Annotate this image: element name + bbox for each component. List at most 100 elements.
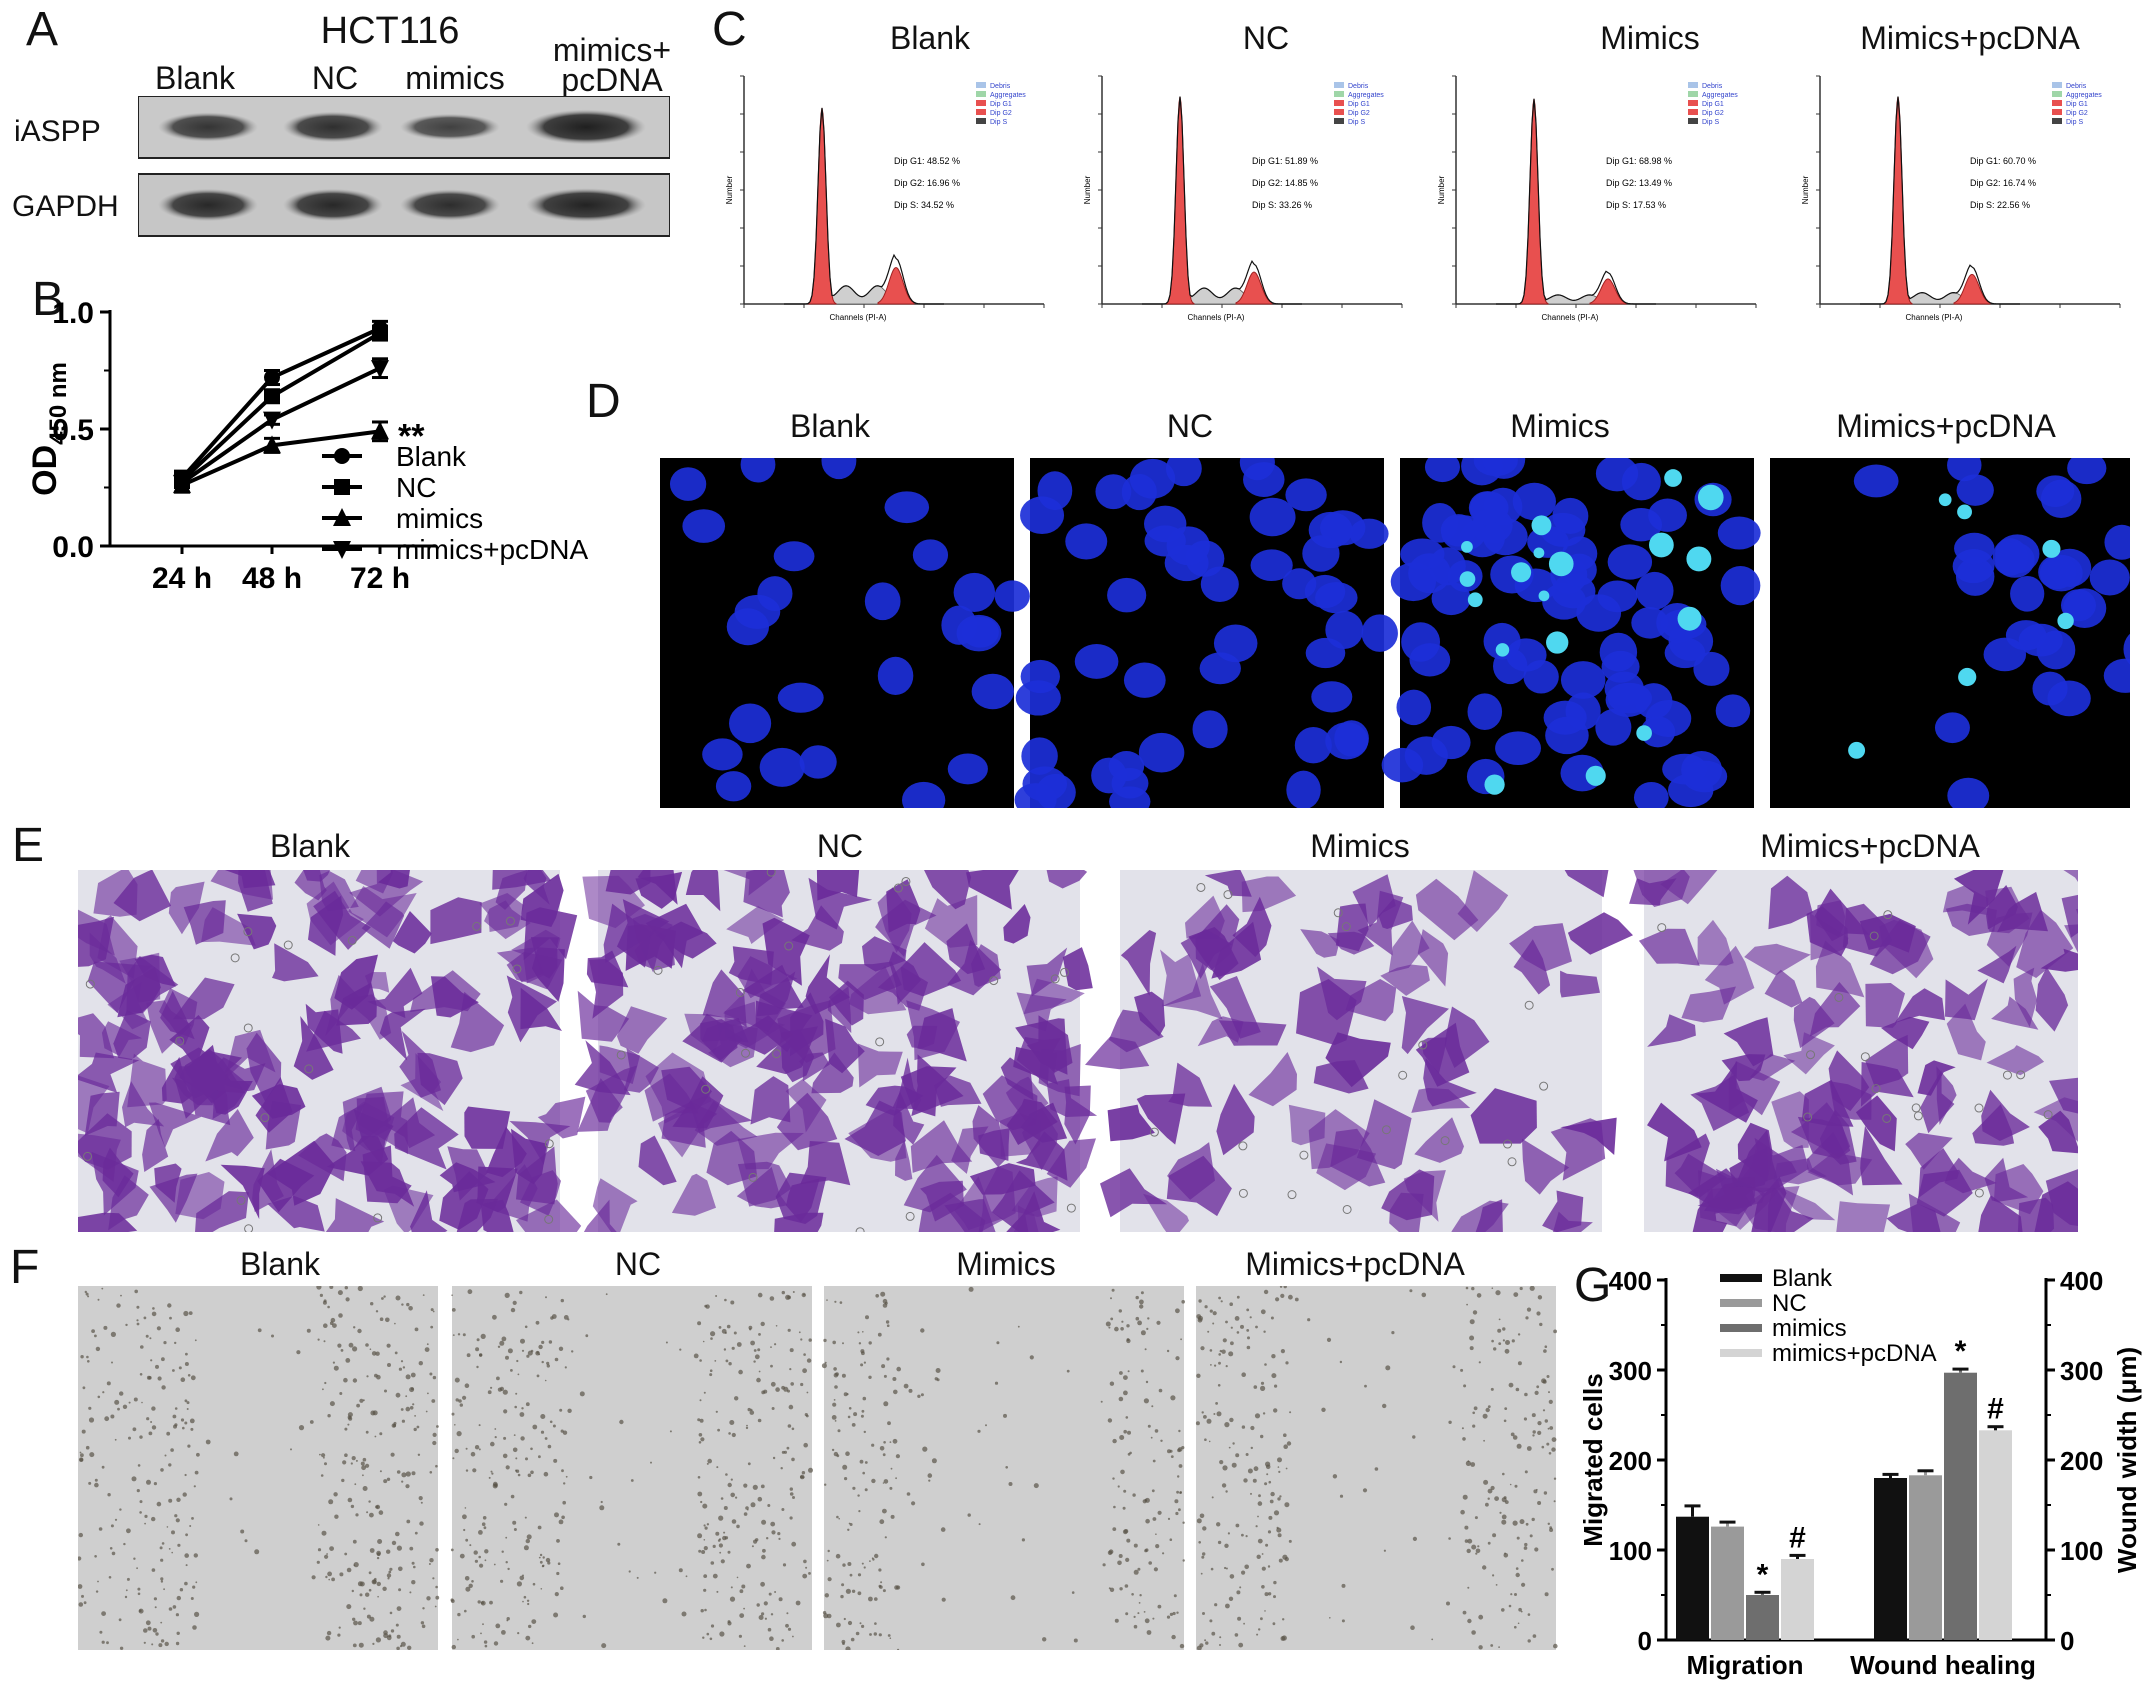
flow-y-label: Number	[1437, 175, 1446, 204]
apoptotic-nucleus	[2042, 539, 2061, 558]
stained-cell	[1908, 1193, 1961, 1232]
cell-dot	[1213, 1413, 1216, 1415]
pore	[512, 964, 522, 974]
cell-dot	[787, 1424, 792, 1428]
flow-legend-label: Aggregates	[1702, 92, 1738, 99]
cell-dot	[1263, 1289, 1269, 1295]
cell-dot	[1278, 1558, 1283, 1563]
cell-dot	[541, 1565, 544, 1568]
transwell-panel-3	[1085, 870, 1633, 1232]
stained-cell	[1006, 1098, 1058, 1145]
cell-dot	[357, 1621, 362, 1626]
cell-dot	[889, 1486, 893, 1490]
cell-dot	[967, 1513, 971, 1517]
cell-dot	[842, 1464, 848, 1470]
flow-legend-label: Debris	[1702, 83, 1723, 90]
cell-dot	[1520, 1610, 1523, 1613]
cell-dot	[770, 1521, 776, 1527]
cell-dot	[472, 1468, 477, 1473]
wound-panel-1	[78, 1286, 440, 1650]
cell-dot	[1118, 1396, 1124, 1402]
cell-dot	[178, 1366, 182, 1370]
stained-cell	[1209, 976, 1261, 1039]
cell-dot	[344, 1427, 348, 1431]
cell-dot	[833, 1367, 837, 1371]
cell-dot	[513, 1434, 516, 1436]
cell-dot	[1339, 1494, 1344, 1498]
apoptotic-nucleus	[1686, 546, 1712, 572]
cell-dot	[1255, 1325, 1258, 1329]
cell-dot	[1524, 1542, 1528, 1547]
cell-dot	[1005, 1466, 1008, 1469]
cell-dot	[1204, 1438, 1207, 1441]
cell-dot	[1307, 1318, 1311, 1322]
stained-cell	[267, 1195, 325, 1232]
flow-legend-swatch	[976, 118, 986, 124]
cell-dot	[483, 1640, 488, 1644]
pore	[1333, 908, 1343, 918]
cell-dot	[786, 1446, 790, 1450]
cell-dot	[893, 1389, 898, 1395]
nucleus	[1664, 637, 1706, 669]
cell-dot	[697, 1418, 701, 1422]
cell-dot	[1135, 1295, 1139, 1300]
cell-dot	[405, 1406, 411, 1412]
cell-dot	[1467, 1618, 1472, 1624]
cell-dot	[1107, 1550, 1113, 1556]
g-bar-nc	[1711, 1526, 1744, 1640]
cell-dot	[1042, 1637, 1047, 1642]
cell-dot	[1277, 1457, 1282, 1463]
apoptotic-nucleus	[1461, 541, 1473, 553]
cell-dot	[650, 1461, 652, 1464]
cell-dot	[254, 1549, 260, 1555]
cell-dot	[1467, 1538, 1473, 1544]
cell-dot	[1339, 1360, 1343, 1364]
flow-legend-swatch	[976, 100, 986, 106]
cell-dot	[155, 1364, 159, 1369]
stained-cell	[1704, 945, 1755, 1005]
cell-dot	[379, 1470, 382, 1473]
cell-dot	[564, 1366, 567, 1369]
cell-dot	[1215, 1402, 1218, 1405]
cell-dot	[1275, 1297, 1280, 1302]
cell-dot	[176, 1595, 181, 1601]
cell-dot	[1225, 1603, 1230, 1609]
cell-dot	[325, 1635, 331, 1641]
cell-dot	[344, 1286, 348, 1290]
cell-dot	[1475, 1552, 1478, 1555]
cell-dot	[434, 1605, 437, 1608]
cell-dot	[111, 1551, 116, 1556]
stained-cell	[1509, 923, 1572, 972]
nucleus	[821, 458, 857, 480]
cell-dot	[401, 1419, 405, 1423]
stained-cell	[1457, 870, 1509, 932]
stained-cell	[506, 952, 563, 990]
cell-dot	[1494, 1496, 1499, 1501]
cell-dot	[345, 1358, 351, 1363]
cell-dot	[842, 1342, 844, 1345]
cell-dot	[1246, 1329, 1250, 1332]
cell-dot	[514, 1405, 517, 1409]
cell-dot	[1475, 1548, 1481, 1554]
g-left-tick-label: 100	[1609, 1536, 1652, 1566]
cell-dot	[1294, 1297, 1299, 1302]
stained-cell	[1100, 1168, 1168, 1218]
cell-dot	[365, 1343, 369, 1347]
cell-dot	[750, 1502, 756, 1508]
cell-dot	[1209, 1309, 1213, 1313]
cell-dot	[806, 1391, 809, 1394]
cell-dot	[342, 1460, 347, 1465]
cell-dot	[775, 1647, 780, 1650]
nucleus	[1595, 709, 1632, 746]
cell-dot	[1216, 1411, 1222, 1417]
row-label-iaspp: iASPP	[14, 115, 101, 148]
flow-legend-swatch	[1688, 91, 1698, 97]
cell-dot	[685, 1575, 688, 1578]
cell-dot	[174, 1514, 178, 1518]
stained-cell	[1881, 1016, 1930, 1050]
band-iaspp-4	[526, 109, 646, 145]
cell-dot	[760, 1581, 765, 1587]
cell-dot	[848, 1522, 851, 1525]
cell-dot	[1229, 1417, 1234, 1423]
cell-dot	[897, 1648, 900, 1650]
